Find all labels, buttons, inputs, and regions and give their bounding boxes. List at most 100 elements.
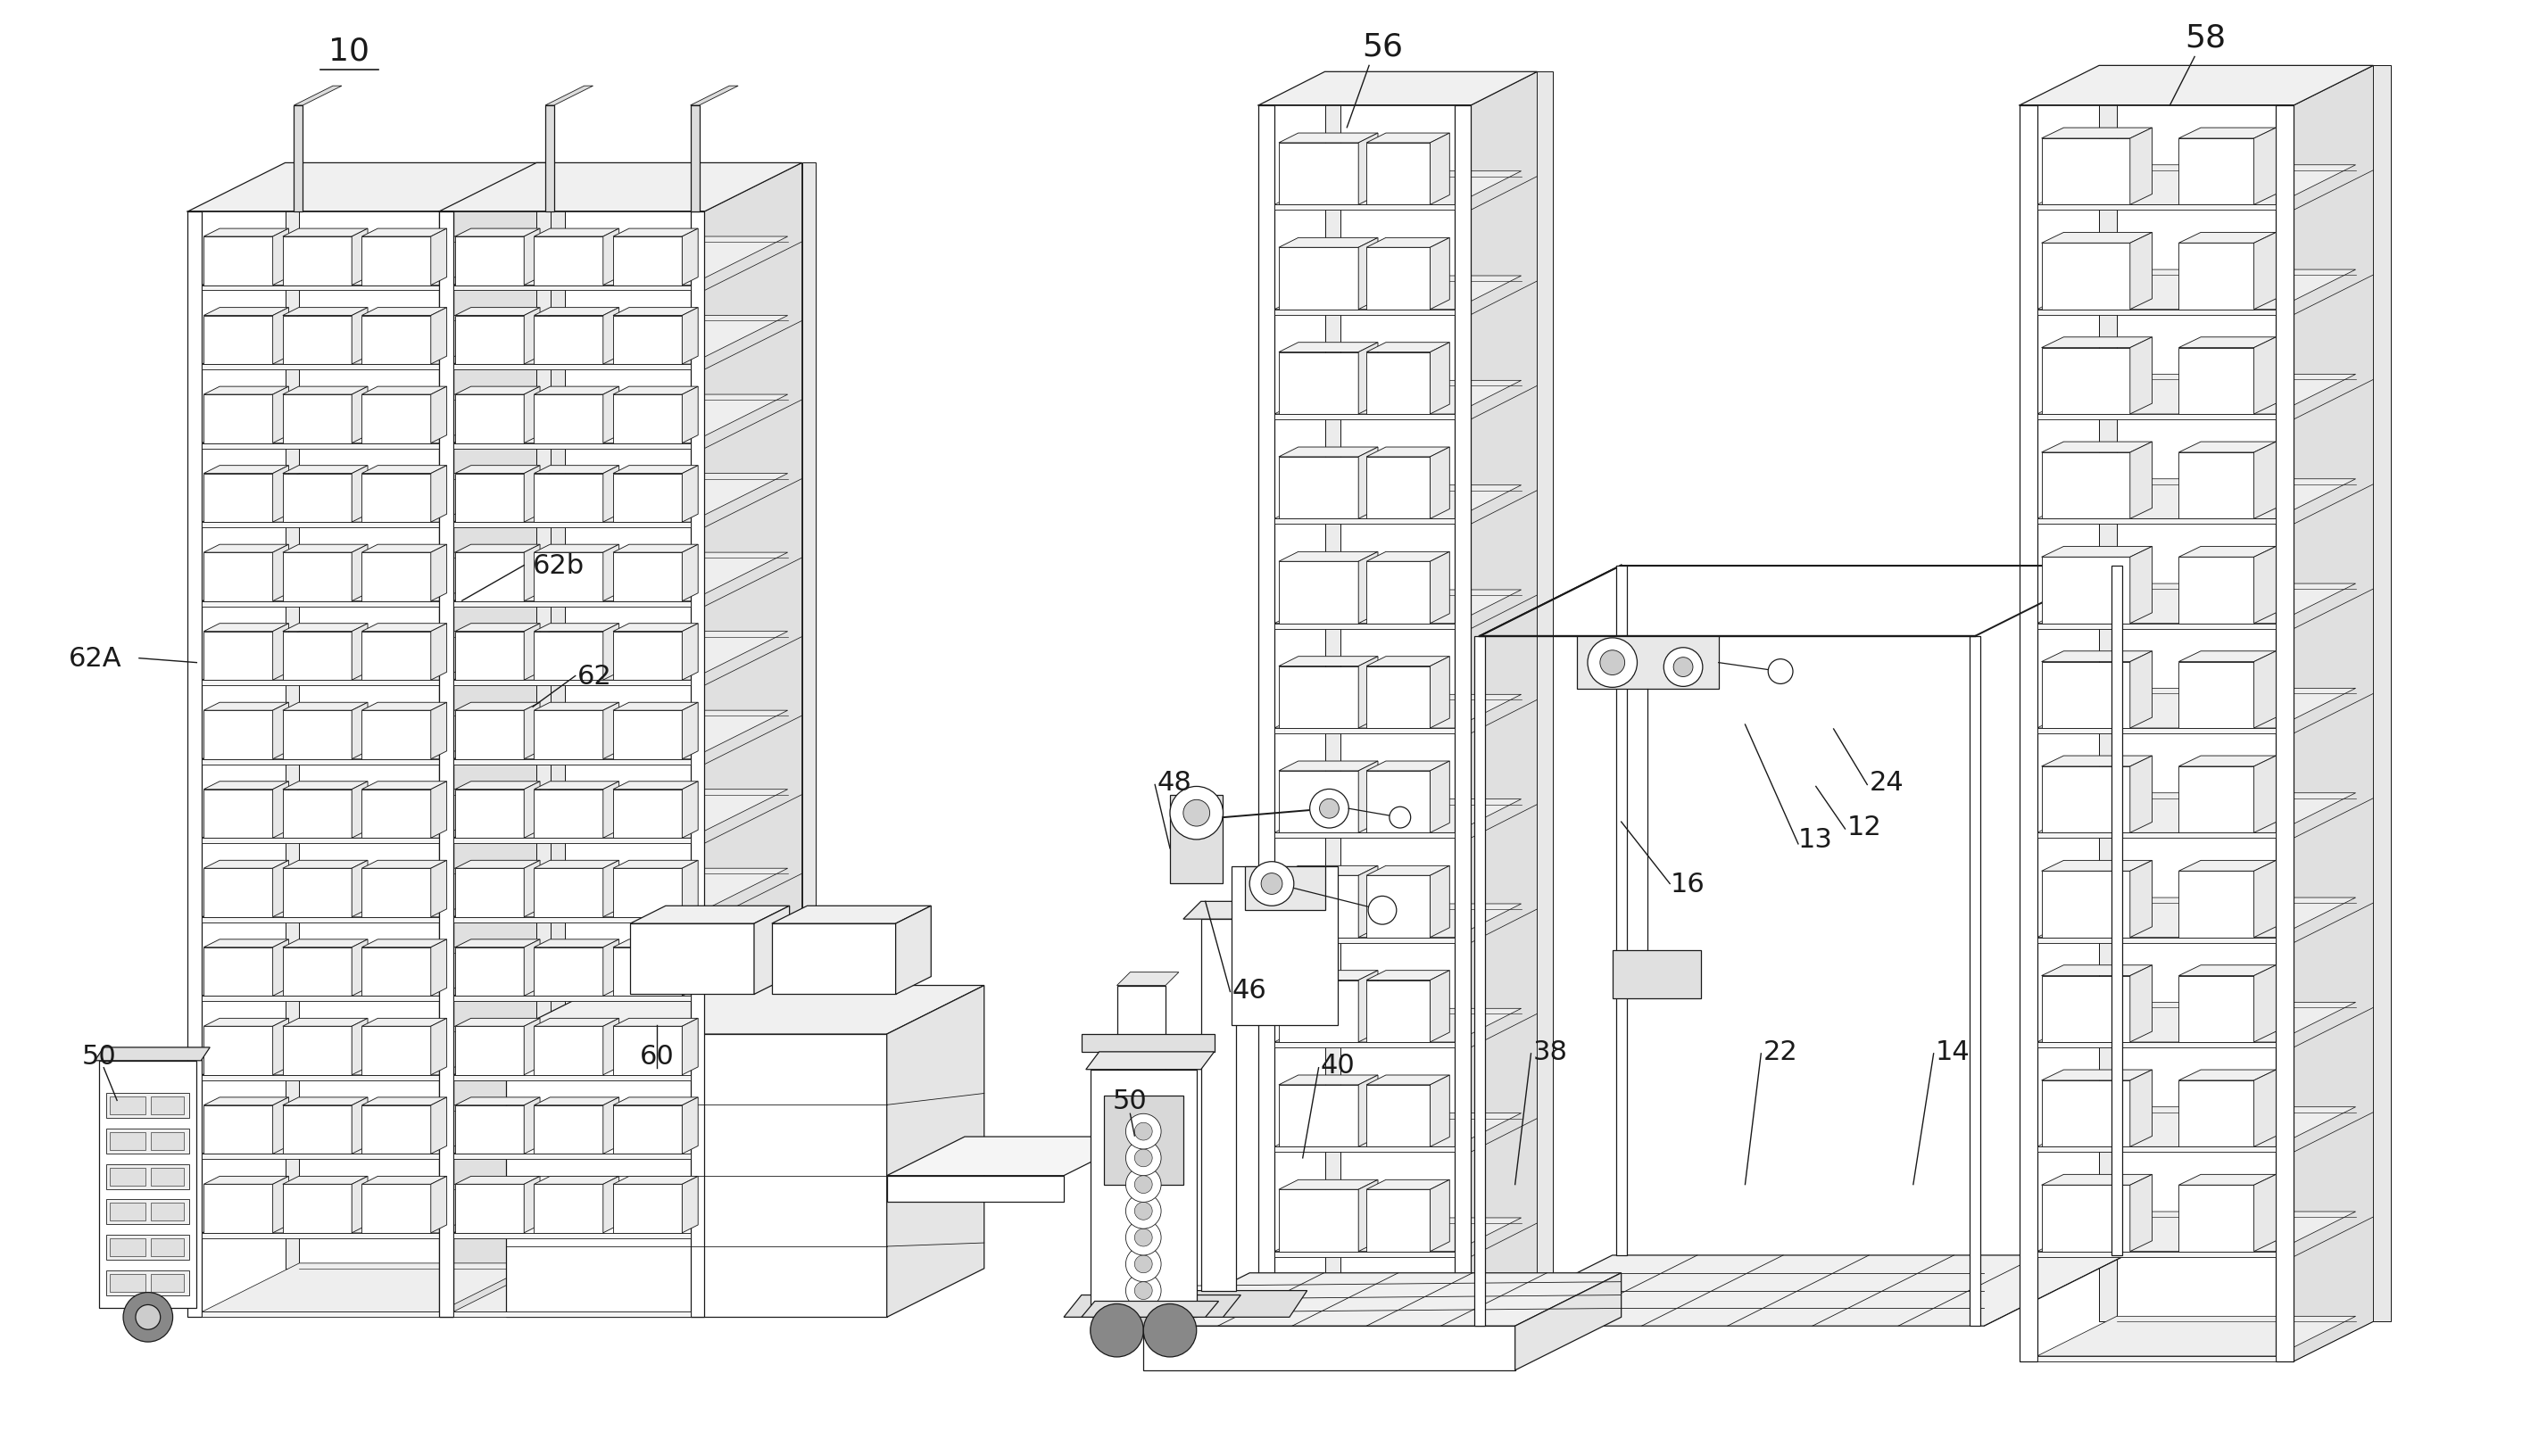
- Polygon shape: [1358, 1076, 1378, 1147]
- Polygon shape: [614, 237, 683, 285]
- Polygon shape: [1358, 134, 1378, 205]
- Circle shape: [1144, 1305, 1197, 1357]
- Polygon shape: [204, 939, 288, 948]
- Polygon shape: [1274, 1217, 1521, 1252]
- Polygon shape: [2129, 443, 2152, 520]
- Polygon shape: [362, 1098, 446, 1105]
- Bar: [545, 106, 555, 213]
- Polygon shape: [1279, 772, 1358, 833]
- Polygon shape: [283, 466, 367, 475]
- Text: 22: 22: [1763, 1040, 1798, 1064]
- Polygon shape: [706, 163, 802, 1318]
- Circle shape: [1587, 638, 1638, 687]
- Polygon shape: [2038, 1147, 2277, 1152]
- Polygon shape: [2178, 140, 2254, 205]
- Polygon shape: [1274, 381, 1521, 415]
- Polygon shape: [1274, 904, 1521, 938]
- Polygon shape: [525, 545, 540, 601]
- Polygon shape: [1429, 239, 1449, 310]
- Polygon shape: [201, 316, 537, 364]
- Bar: [107, 1200, 188, 1224]
- Polygon shape: [283, 711, 351, 760]
- Polygon shape: [1365, 772, 1429, 833]
- Polygon shape: [525, 387, 540, 444]
- Circle shape: [1391, 807, 1411, 828]
- Polygon shape: [2254, 1070, 2277, 1147]
- Polygon shape: [535, 237, 604, 285]
- Polygon shape: [2254, 128, 2277, 205]
- Polygon shape: [430, 545, 446, 601]
- Polygon shape: [1470, 1255, 2127, 1326]
- Polygon shape: [430, 1019, 446, 1075]
- Polygon shape: [614, 1176, 698, 1184]
- Circle shape: [1090, 1305, 1144, 1357]
- Polygon shape: [283, 553, 351, 601]
- Polygon shape: [535, 1026, 604, 1075]
- Polygon shape: [456, 309, 540, 316]
- Polygon shape: [204, 316, 273, 364]
- Polygon shape: [2129, 1175, 2152, 1252]
- Polygon shape: [456, 1105, 525, 1155]
- Polygon shape: [2254, 860, 2277, 938]
- Bar: [107, 1270, 188, 1294]
- Polygon shape: [1118, 973, 1179, 986]
- Polygon shape: [2129, 965, 2152, 1042]
- Polygon shape: [430, 387, 446, 444]
- Bar: [110, 1239, 145, 1257]
- Polygon shape: [2038, 479, 2356, 520]
- Polygon shape: [683, 939, 698, 996]
- Polygon shape: [535, 939, 619, 948]
- Polygon shape: [351, 703, 367, 760]
- Polygon shape: [772, 923, 897, 994]
- Polygon shape: [1429, 447, 1449, 520]
- Bar: [150, 1133, 183, 1150]
- Polygon shape: [273, 782, 288, 839]
- Polygon shape: [1279, 971, 1378, 980]
- Circle shape: [1126, 1194, 1161, 1229]
- Polygon shape: [2178, 547, 2277, 558]
- Polygon shape: [362, 782, 446, 789]
- Polygon shape: [201, 948, 537, 996]
- Polygon shape: [1274, 277, 1521, 310]
- Polygon shape: [1365, 552, 1449, 562]
- Polygon shape: [614, 711, 683, 760]
- Polygon shape: [204, 229, 288, 237]
- Polygon shape: [1365, 352, 1429, 415]
- Polygon shape: [201, 869, 537, 917]
- Circle shape: [1133, 1176, 1151, 1194]
- Bar: [1082, 1034, 1215, 1053]
- Polygon shape: [683, 309, 698, 364]
- Polygon shape: [2043, 1175, 2152, 1185]
- Polygon shape: [293, 87, 341, 106]
- Circle shape: [122, 1293, 173, 1342]
- Polygon shape: [604, 623, 619, 680]
- Polygon shape: [1274, 1042, 1454, 1047]
- Polygon shape: [2099, 67, 2117, 1322]
- Polygon shape: [1279, 657, 1378, 667]
- Polygon shape: [2129, 233, 2152, 310]
- Polygon shape: [614, 553, 683, 601]
- Polygon shape: [351, 1019, 367, 1075]
- Polygon shape: [604, 229, 619, 285]
- Circle shape: [1133, 1281, 1151, 1300]
- Polygon shape: [351, 782, 367, 839]
- Polygon shape: [1085, 1053, 1215, 1070]
- Polygon shape: [1365, 980, 1429, 1042]
- Polygon shape: [430, 623, 446, 680]
- Polygon shape: [456, 703, 540, 711]
- Polygon shape: [1358, 344, 1378, 415]
- Polygon shape: [201, 789, 537, 839]
- Polygon shape: [2043, 1080, 2129, 1147]
- Polygon shape: [2178, 443, 2277, 453]
- Polygon shape: [614, 623, 698, 632]
- Polygon shape: [453, 869, 787, 917]
- Polygon shape: [362, 545, 446, 553]
- Polygon shape: [430, 229, 446, 285]
- Polygon shape: [453, 553, 787, 601]
- Polygon shape: [683, 1098, 698, 1155]
- Polygon shape: [456, 1026, 525, 1075]
- Polygon shape: [897, 906, 932, 994]
- Polygon shape: [2277, 106, 2295, 1361]
- Polygon shape: [2178, 1070, 2277, 1080]
- Polygon shape: [2295, 67, 2374, 1361]
